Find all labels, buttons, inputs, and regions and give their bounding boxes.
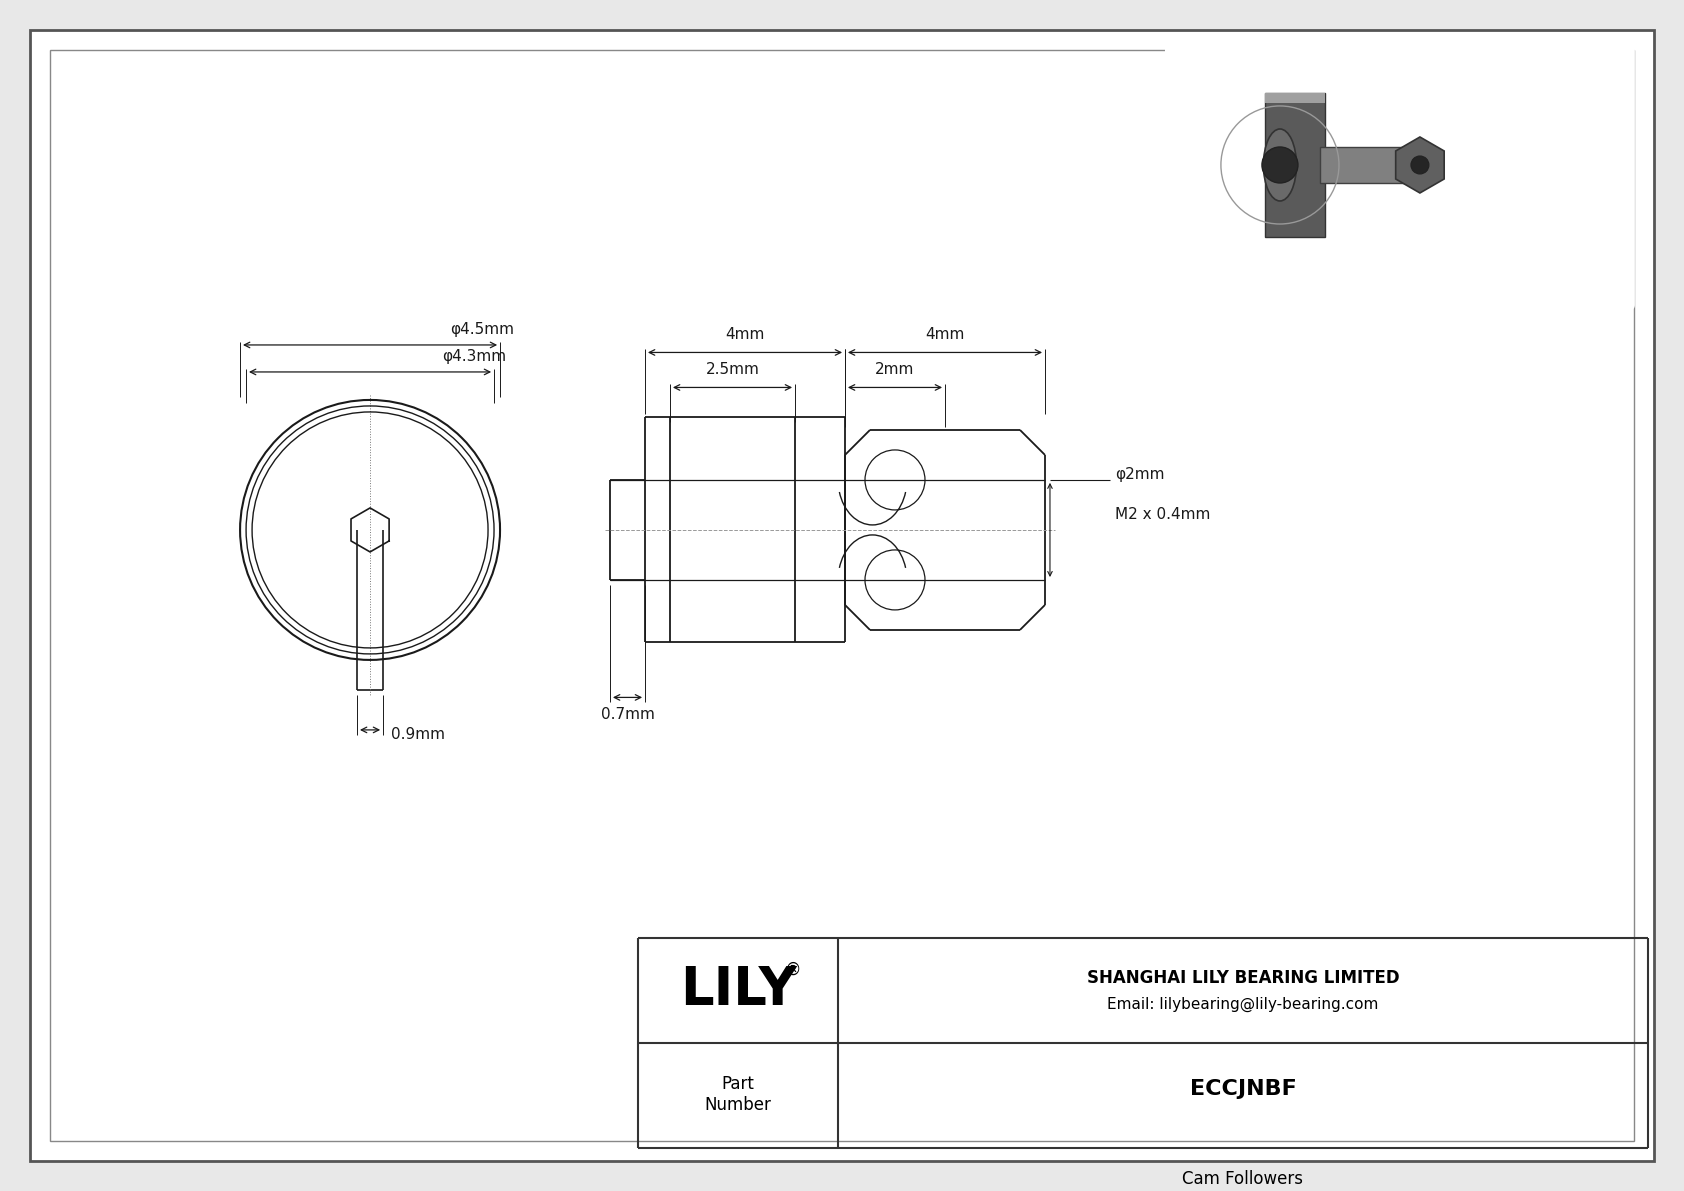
Circle shape <box>1261 146 1298 183</box>
Text: 2.5mm: 2.5mm <box>706 362 759 378</box>
Text: φ4.3mm: φ4.3mm <box>441 349 507 364</box>
FancyBboxPatch shape <box>1165 45 1635 310</box>
Text: LILY: LILY <box>680 964 797 1016</box>
Bar <box>1265 93 1325 237</box>
Text: Cam Followers: Cam Followers <box>1182 1171 1303 1189</box>
Text: Email: lilybearing@lily-bearing.com: Email: lilybearing@lily-bearing.com <box>1108 997 1379 1012</box>
Text: ®: ® <box>785 961 802 979</box>
Circle shape <box>1411 156 1430 174</box>
Bar <box>1265 93 1325 102</box>
Ellipse shape <box>1263 129 1297 201</box>
Text: φ2mm: φ2mm <box>1115 467 1164 482</box>
Text: 0.9mm: 0.9mm <box>391 728 445 742</box>
Text: 0.7mm: 0.7mm <box>601 707 655 723</box>
Text: ECCJNBF: ECCJNBF <box>1189 1079 1297 1099</box>
Text: 2mm: 2mm <box>876 362 914 378</box>
Text: M2 x 0.4mm: M2 x 0.4mm <box>1115 507 1211 523</box>
Text: φ4.5mm: φ4.5mm <box>450 322 514 337</box>
Text: SHANGHAI LILY BEARING LIMITED: SHANGHAI LILY BEARING LIMITED <box>1086 969 1399 987</box>
Text: Part
Number: Part Number <box>704 1075 771 1115</box>
Text: 4mm: 4mm <box>726 328 765 343</box>
Bar <box>1320 146 1420 183</box>
Text: 4mm: 4mm <box>925 328 965 343</box>
Polygon shape <box>1396 137 1445 193</box>
